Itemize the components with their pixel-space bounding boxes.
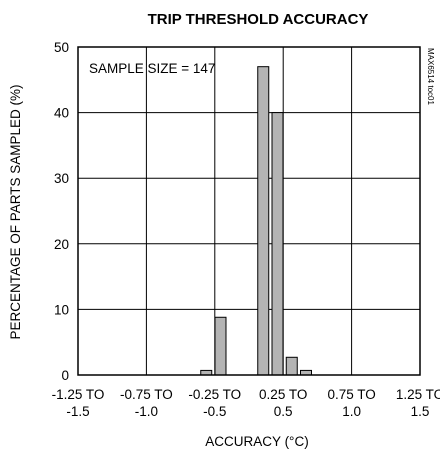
- x-tick-label: -1.25 TO: [52, 387, 105, 402]
- y-axis-label: PERCENTAGE OF PARTS SAMPLED (%): [8, 84, 23, 339]
- x-tick-label: -1.5: [66, 404, 89, 419]
- x-tick-label: 0.75 TO: [327, 387, 375, 402]
- x-tick-label: -0.25 TO: [188, 387, 241, 402]
- x-tick-label: -1.0: [135, 404, 158, 419]
- x-tick-label: -0.5: [203, 404, 226, 419]
- x-tick-label: 0.5: [274, 404, 293, 419]
- y-tick-label: 0: [61, 368, 69, 383]
- y-tick-label: 10: [54, 302, 69, 317]
- plot-frame: [77, 46, 421, 376]
- bar: [271, 112, 284, 376]
- y-tick-labels: 0 10 20 30 40 50: [54, 40, 69, 383]
- grid: [78, 47, 420, 375]
- x-tick-labels: -1.25 TO -1.5 -0.75 TO -1.0 -0.25 TO -0.5 0.25…: [52, 387, 440, 419]
- y-tick-label: 40: [54, 106, 69, 121]
- y-tick-label: 30: [54, 171, 69, 186]
- figure-code: MAX6514 toc01: [426, 48, 435, 105]
- chart-title: TRIP THRESHOLD ACCURACY: [148, 11, 369, 28]
- x-tick-label: 1.0: [342, 404, 361, 419]
- y-tick-label: 50: [54, 40, 69, 55]
- x-tick-label: 1.25 TO: [396, 387, 440, 402]
- sample-size-annotation: SAMPLE SIZE = 147: [89, 61, 215, 76]
- x-axis-label: ACCURACY (°C): [205, 434, 308, 449]
- y-tick-label: 20: [54, 237, 69, 252]
- bar: [285, 356, 298, 376]
- bar: [214, 316, 227, 376]
- x-tick-label: 1.5: [411, 404, 430, 419]
- x-tick-label: 0.25 TO: [259, 387, 307, 402]
- bar: [257, 66, 270, 376]
- x-tick-label: -0.75 TO: [120, 387, 173, 402]
